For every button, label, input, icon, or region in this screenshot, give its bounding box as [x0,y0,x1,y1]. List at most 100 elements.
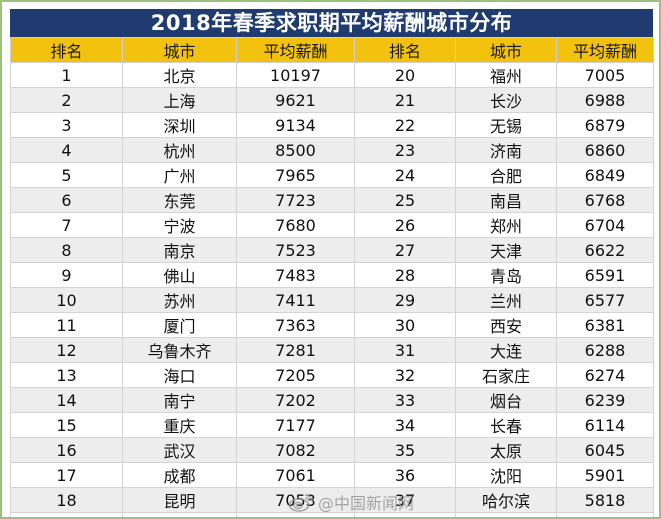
right-city-cell: 合肥 [455,162,557,188]
table-row: 18 昆明 7053 37 哈尔滨 5818 [10,487,654,513]
left-rank-cell: 4 [10,137,123,163]
right-city-cell: 福州 [455,62,557,88]
table-row: 16 武汉 7082 35 太原 6045 [10,437,654,463]
right-salary-cell: 6577 [556,287,654,313]
header-city: 城市 [455,37,557,63]
right-salary-cell: 6622 [556,237,654,263]
left-salary-cell: 7723 [236,187,355,213]
right-salary-cell: 5901 [556,462,654,488]
page-title: 2018年春季求职期平均薪酬城市分布 [10,9,653,37]
left-salary-cell: 7281 [236,337,355,363]
right-rank-cell: 27 [354,237,456,263]
table-row: 6 东莞 7723 25 南昌 6768 [10,187,654,213]
left-city-cell: 北京 [122,62,237,88]
left-salary-cell: 7202 [236,387,355,413]
table-row: 11 厦门 7363 30 西安 6381 [10,312,654,338]
table-row: 7 宁波 7680 26 郑州 6704 [10,212,654,238]
table-body: 1 北京 10197 20 福州 7005 2 上海 9621 21 长沙 6988 3 深圳 9134 22… [10,62,654,517]
right-rank-cell: 37 [354,487,456,513]
left-city-cell: 昆明 [122,487,237,513]
right-rank-cell: 34 [354,412,456,438]
left-city-cell: 广州 [122,162,237,188]
right-city-cell: 济南 [455,137,557,163]
left-salary-cell: 7523 [236,237,355,263]
left-rank-cell: 11 [10,312,123,338]
right-salary-cell: 6591 [556,262,654,288]
right-rank-cell: 29 [354,287,456,313]
left-rank-cell: 15 [10,412,123,438]
right-salary-cell: 6768 [556,187,654,213]
right-rank-cell [354,512,456,517]
left-city-cell: 宁波 [122,212,237,238]
right-rank-cell: 31 [354,337,456,363]
left-rank-cell: 10 [10,287,123,313]
table-row: 10 苏州 7411 29 兰州 6577 [10,287,654,313]
right-rank-cell: 21 [354,87,456,113]
table-header-row: 排名 城市 平均薪酬 排名 城市 平均薪酬 [10,37,654,63]
left-rank-cell: 13 [10,362,123,388]
header-rank: 排名 [10,37,123,63]
right-rank-cell: 36 [354,462,456,488]
header-city: 城市 [122,37,237,63]
right-rank-cell: 33 [354,387,456,413]
left-salary-cell: 8500 [236,137,355,163]
right-city-cell: 长春 [455,412,557,438]
left-rank-cell: 14 [10,387,123,413]
table-row: 14 南宁 7202 33 烟台 6239 [10,387,654,413]
left-rank-cell: 19 [10,512,123,517]
right-salary-cell: 6704 [556,212,654,238]
left-rank-cell: 2 [10,87,123,113]
left-city-cell: 厦门 [122,312,237,338]
table-row: 15 重庆 7177 34 长春 6114 [10,412,654,438]
left-salary-cell: 7411 [236,287,355,313]
right-rank-cell: 23 [354,137,456,163]
right-city-cell: 太原 [455,437,557,463]
left-salary-cell: 7363 [236,312,355,338]
left-rank-cell: 18 [10,487,123,513]
right-salary-cell: 6879 [556,112,654,138]
header-rank: 排名 [354,37,456,63]
left-rank-cell: 7 [10,212,123,238]
right-city-cell: 哈尔滨 [455,487,557,513]
right-salary-cell: 6288 [556,337,654,363]
right-city-cell: 无锡 [455,112,557,138]
right-city-cell: 大连 [455,337,557,363]
table-row: 8 南京 7523 27 天津 6622 [10,237,654,263]
right-city-cell: 兰州 [455,287,557,313]
right-salary-cell: 6114 [556,412,654,438]
right-city-cell: 西安 [455,312,557,338]
right-rank-cell: 24 [354,162,456,188]
table-row: 5 广州 7965 24 合肥 6849 [10,162,654,188]
right-rank-cell: 32 [354,362,456,388]
left-city-cell: 佛山 [122,262,237,288]
right-rank-cell: 20 [354,62,456,88]
left-city-cell: 武汉 [122,437,237,463]
right-city-cell: 郑州 [455,212,557,238]
table-row: 17 成都 7061 36 沈阳 5901 [10,462,654,488]
left-city-cell: 南宁 [122,387,237,413]
left-rank-cell: 3 [10,112,123,138]
table-row: 1 北京 10197 20 福州 7005 [10,62,654,88]
right-rank-cell: 22 [354,112,456,138]
table-row: 9 佛山 7483 28 青岛 6591 [10,262,654,288]
left-city-cell: 东莞 [122,187,237,213]
left-salary-cell: 7053 [236,487,355,513]
left-salary-cell: 7061 [236,462,355,488]
right-salary-cell: 6381 [556,312,654,338]
right-salary-cell: 6849 [556,162,654,188]
table-row: 19贵阳7053 [10,512,654,517]
left-rank-cell: 5 [10,162,123,188]
left-rank-cell: 6 [10,187,123,213]
right-city-cell: 青岛 [455,262,557,288]
left-salary-cell: 10197 [236,62,355,88]
left-salary-cell: 7082 [236,437,355,463]
right-rank-cell: 30 [354,312,456,338]
right-salary-cell: 5818 [556,487,654,513]
left-city-cell: 贵阳 [122,512,237,517]
table-row: 3 深圳 9134 22 无锡 6879 [10,112,654,138]
table-row: 2 上海 9621 21 长沙 6988 [10,87,654,113]
left-salary-cell: 7965 [236,162,355,188]
left-salary-cell: 7053 [236,512,355,517]
right-city-cell: 烟台 [455,387,557,413]
